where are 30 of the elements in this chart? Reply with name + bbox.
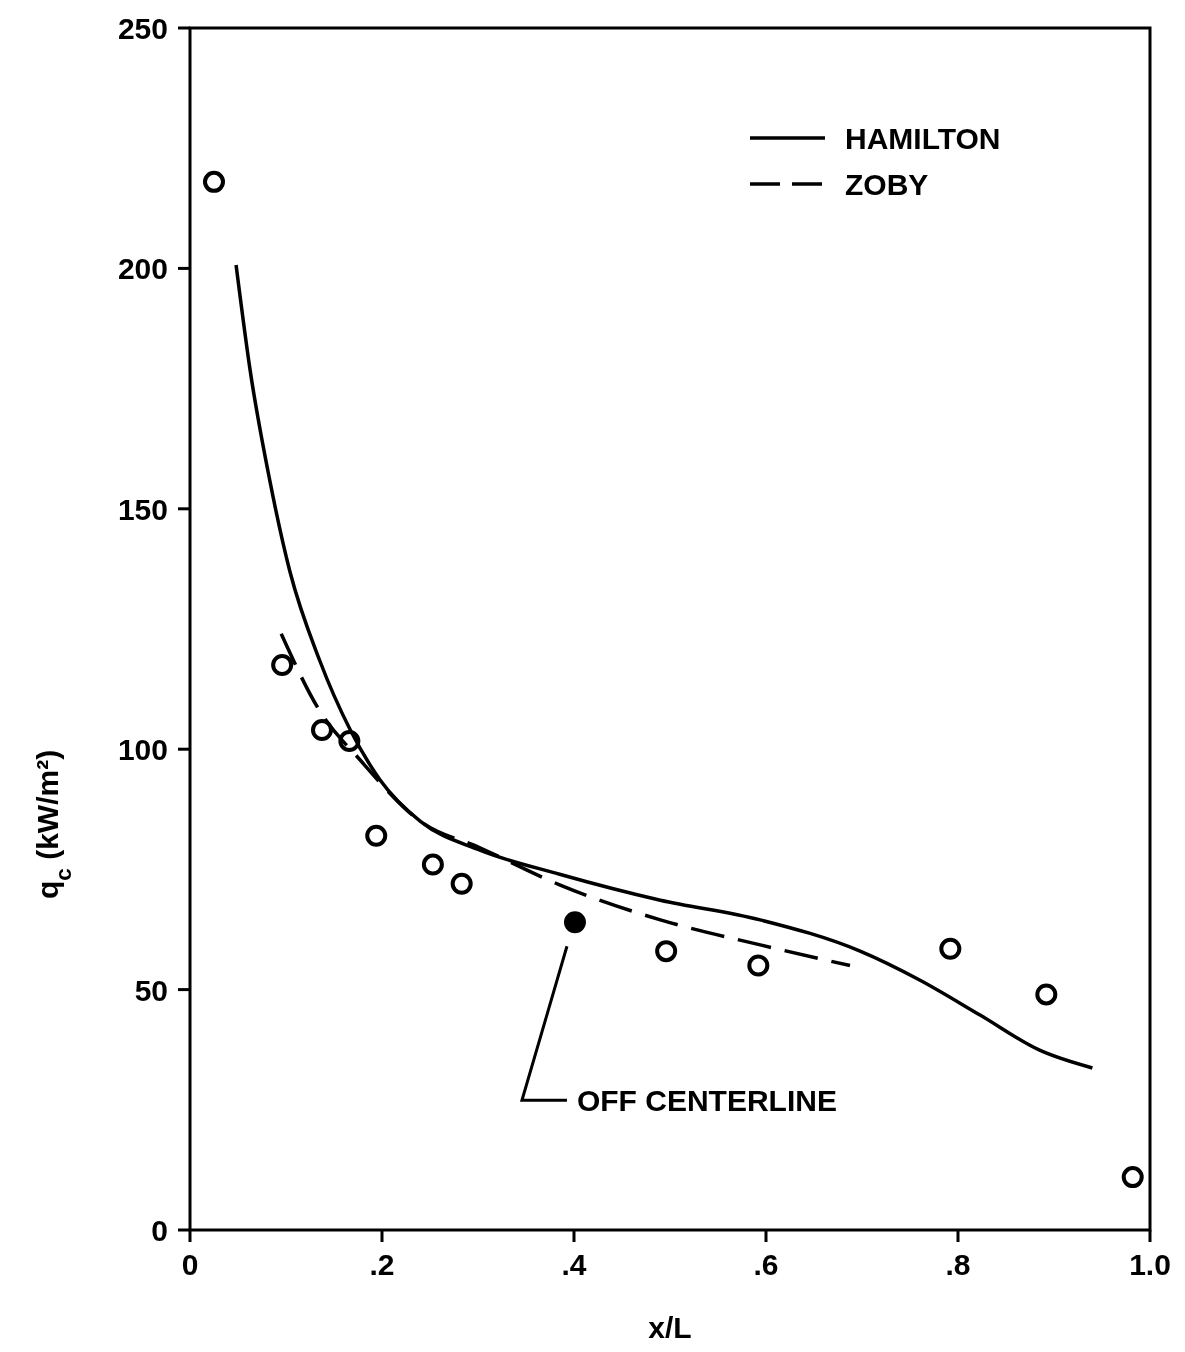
point [421,853,444,876]
point [655,940,678,963]
y-tick-label: 250 [117,12,168,45]
point [563,911,586,934]
y-tick-label: 200 [117,252,168,286]
y-tick-label: 150 [117,492,168,526]
x-tick-label: .8 [945,1248,971,1281]
annotation: OFF CENTERLINE [576,1084,837,1118]
point [338,730,361,753]
point [203,170,225,193]
legend-label: HAMILTON [845,122,1001,155]
y-tick-label: 50 [134,973,168,1007]
point [939,937,962,960]
point [1121,1166,1144,1189]
point [311,718,333,741]
x-tick-label: .4 [561,1248,587,1281]
point [271,654,294,677]
point [450,872,473,895]
x-tick-label: 1.0 [1129,1248,1171,1281]
x-tick-label: .6 [753,1248,779,1281]
x-tick-label: .2 [369,1248,395,1281]
point [365,824,388,847]
line-series [234,263,1095,1070]
legend-label: ZOBY [845,168,929,201]
point [747,954,770,977]
y-tick-label: 100 [117,733,168,767]
point [1035,983,1058,1006]
x-axis-title: x/L [648,1311,692,1344]
x-tick-label: 0 [181,1248,199,1281]
y-tick-label: 0 [151,1214,168,1247]
